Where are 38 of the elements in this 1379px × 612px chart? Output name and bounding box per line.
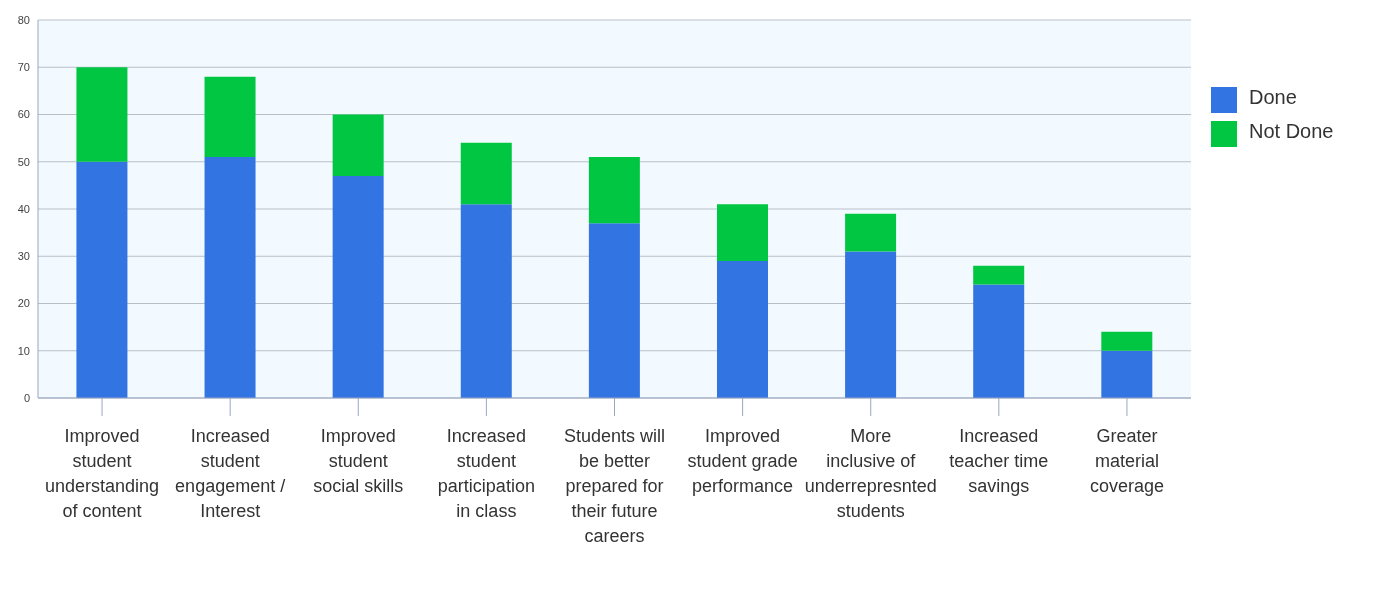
y-tick-label: 50 [17,155,30,168]
y-tick-label: 30 [17,250,30,263]
x-tick-label: Increased teacher time savings [949,426,1049,496]
bar [460,204,512,398]
bar [204,157,256,398]
bar [973,284,1025,398]
y-tick-label: 40 [17,202,30,215]
bar [76,67,128,162]
x-tick-label: Increased student participation in class [437,426,535,521]
legend-label: Done [1249,86,1297,108]
x-tick-label: Improved student grade performance [687,426,798,496]
bar [588,157,640,224]
x-tick-label: Increased student engagement / Interest [175,426,286,521]
y-tick-label: 20 [17,297,30,310]
bar [1101,350,1153,398]
x-tick-label: More inclusive of underrepresnted students [804,426,937,521]
y-tick-label: 70 [17,61,30,74]
bar [460,142,512,205]
bar [845,213,897,252]
bar [1101,331,1153,351]
y-tick-label: 80 [17,13,30,26]
bar [332,114,384,176]
y-tick-label: 10 [17,344,30,357]
x-tick-label: Students will be better prepared for their future careers [563,426,666,546]
bar [845,251,897,398]
x-tick-label: Improved student understanding of content [45,426,160,521]
legend-label: Not Done [1249,120,1334,142]
bar [332,175,384,398]
bar [716,204,768,261]
bar [973,265,1025,285]
y-tick-label: 0 [23,391,30,404]
x-tick-label: Greater material coverage [1089,426,1164,496]
y-tick-label: 60 [17,108,30,121]
x-tick-label: Improved student social skills [313,426,404,496]
bar [204,76,256,158]
bar [716,260,768,398]
bar [76,161,128,398]
bar [588,223,640,398]
